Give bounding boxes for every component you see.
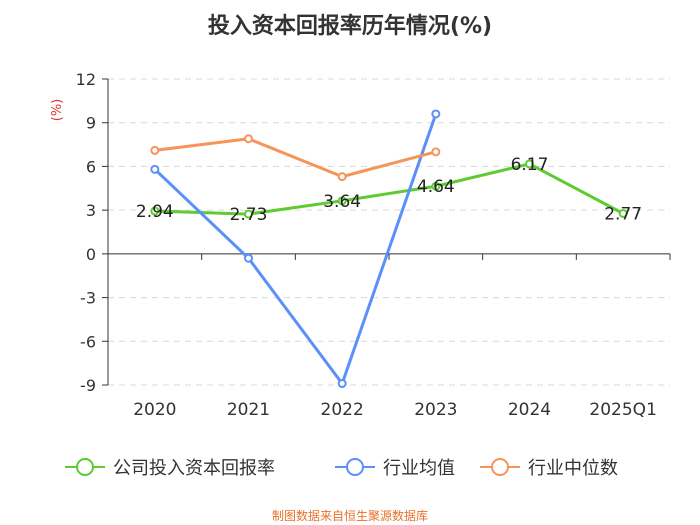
y-tick-label--3: -3	[80, 289, 96, 308]
data-label-2024: 6.17	[511, 155, 549, 175]
legend-marker-0	[76, 458, 94, 476]
legend-label-1: 行业均值	[383, 458, 455, 479]
x-tick-label-2020: 2020	[133, 400, 176, 420]
chart-title: 投入资本回报率历年情况(%)	[207, 14, 493, 39]
x-tick-label-2024: 2024	[508, 400, 551, 420]
series-0-point-2020	[150, 206, 160, 216]
x-tick-label-2021: 2021	[227, 400, 270, 420]
legend-marker-2	[491, 458, 509, 476]
series-0-point-2025Q1	[618, 208, 628, 218]
series-2-point-2020	[150, 145, 160, 155]
series-2-point-2023	[431, 147, 441, 157]
y-tick-label--9: -9	[80, 376, 96, 395]
x-tick-label-2023: 2023	[414, 400, 457, 420]
data-label-2025Q1: 2.77	[604, 204, 642, 224]
series-2-point-2022	[337, 172, 347, 182]
series-0-point-2021	[244, 209, 253, 219]
y-tick-label-0: 0	[86, 245, 96, 264]
series-0-point-2022	[337, 196, 347, 206]
data-label-2020: 2.94	[136, 202, 174, 222]
x-tick-label-2025Q1: 2025Q1	[589, 400, 656, 420]
y-tick-label-9: 9	[86, 114, 96, 133]
series-line-2	[154, 137, 437, 179]
series-0-point-2023	[431, 181, 441, 191]
y-tick-label-12: 12	[76, 70, 96, 89]
series-1-point-2023	[431, 109, 441, 119]
series-1-point-2020	[150, 164, 160, 174]
data-label-2021: 2.73	[230, 205, 268, 225]
data-label-2023: 4.64	[417, 177, 455, 197]
legend-label-0: 公司投入资本回报率	[113, 458, 275, 479]
legend-marker-1	[346, 458, 364, 476]
series-line-1	[153, 113, 438, 386]
footer-source: 制图数据来自恒生聚源数据库	[271, 509, 428, 523]
series-1-point-2021	[244, 253, 253, 263]
y-tick-label-3: 3	[86, 201, 96, 220]
x-tick-label-2022: 2022	[321, 400, 364, 420]
legend-label-2: 行业中位数	[528, 458, 618, 479]
series-0-point-2024	[525, 159, 534, 169]
data-label-2022: 3.64	[323, 192, 361, 212]
y-tick-label-6: 6	[86, 157, 96, 176]
series-2-point-2021	[244, 134, 253, 144]
series-line-0	[154, 162, 624, 216]
y-axis-label: (%)	[50, 99, 65, 122]
series-1-point-2022	[337, 379, 347, 389]
y-tick-label--6: -6	[80, 332, 96, 351]
